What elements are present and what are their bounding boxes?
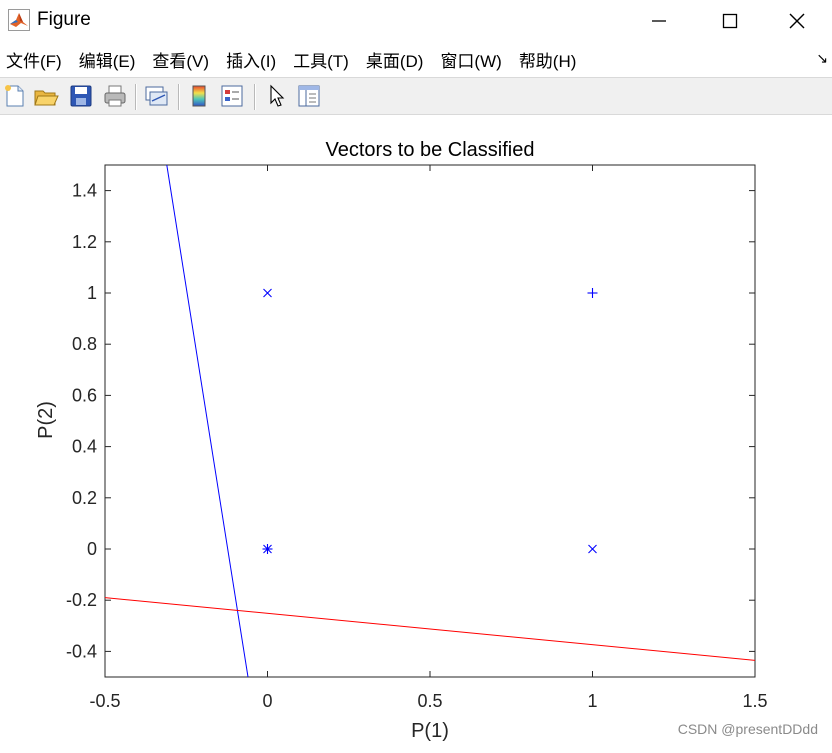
link-plot-icon[interactable] [143, 83, 169, 109]
x-axis-label: P(1) [411, 720, 449, 742]
minimize-button[interactable] [624, 0, 694, 42]
y-tick-label: 0.8 [72, 334, 97, 354]
data-point [262, 544, 273, 554]
legend-icon[interactable] [219, 83, 245, 109]
save-icon[interactable] [68, 83, 94, 109]
print-icon[interactable] [102, 83, 128, 109]
minimize-icon [652, 20, 666, 22]
menu-insert[interactable]: 插入(I) [226, 51, 277, 71]
data-point [263, 288, 272, 298]
x-tick-label: 1.5 [742, 691, 767, 711]
toolbar-separator [254, 84, 256, 110]
figure-toolbar [0, 77, 832, 115]
menu-bar: 文件(F) 编辑(E) 查看(V) 插入(I) 工具(T) 桌面(D) 窗口(W… [0, 42, 832, 76]
y-tick-label: -0.4 [66, 641, 97, 661]
y-tick-label: 1 [87, 283, 97, 303]
decision-line [166, 165, 249, 677]
menu-view[interactable]: 查看(V) [152, 51, 210, 71]
y-tick-label: 0.4 [72, 437, 97, 457]
pointer-icon[interactable] [263, 83, 289, 109]
y-tick-label: 0 [87, 539, 97, 559]
x-tick-label: 0.5 [417, 691, 442, 711]
x-tick-label: 0 [262, 691, 272, 711]
menu-help[interactable]: 帮助(H) [518, 51, 577, 71]
open-file-icon[interactable] [33, 83, 59, 109]
plot-content: -0.5 0 0.5 1 1.5 -0.4 -0.2 0 0.2 0.4 0.6 0.8 1 1.2 1.4 [66, 164, 768, 711]
toolbar-separator [178, 84, 180, 110]
plot-svg[interactable]: Vectors to be Classified P(1) P(2) -0.5 0… [0, 116, 832, 748]
property-editor-icon[interactable] [296, 83, 322, 109]
figure-canvas: Vectors to be Classified P(1) P(2) -0.5 0… [0, 116, 832, 748]
maximize-icon [722, 13, 738, 29]
x-tick-label: 1 [587, 691, 597, 711]
y-tick-label: -0.2 [66, 590, 97, 610]
y-tick-label: 1.4 [72, 181, 97, 201]
y-tick-label: 1.2 [72, 232, 97, 252]
window-title: Figure [37, 9, 91, 30]
toolbar-separator [135, 84, 137, 110]
menu-edit[interactable]: 编辑(E) [78, 51, 136, 71]
colorbar-icon[interactable] [186, 83, 212, 109]
y-tick-label: 0.2 [72, 488, 97, 508]
data-point [587, 288, 598, 298]
matlab-logo-icon [8, 9, 30, 31]
close-button[interactable] [762, 0, 832, 42]
menu-tools[interactable]: 工具(T) [293, 51, 349, 71]
menu-window[interactable]: 窗口(W) [440, 51, 502, 71]
axes-box [104, 164, 756, 678]
data-point [588, 544, 597, 554]
dock-arrow-icon[interactable]: ↘ [816, 50, 828, 66]
new-figure-icon[interactable] [2, 83, 28, 109]
x-tick-label: -0.5 [89, 691, 120, 711]
maximize-button[interactable] [695, 0, 765, 42]
menu-desktop[interactable]: 桌面(D) [365, 51, 424, 71]
decision-line [105, 597, 755, 661]
close-icon [789, 13, 805, 29]
title-bar: Figure [0, 0, 832, 42]
watermark: CSDN @presentDDdd [677, 721, 818, 737]
y-axis-label: P(2) [35, 401, 57, 439]
menu-file[interactable]: 文件(F) [6, 51, 62, 71]
chart-title: Vectors to be Classified [326, 139, 535, 161]
y-tick-label: 0.6 [72, 385, 97, 405]
